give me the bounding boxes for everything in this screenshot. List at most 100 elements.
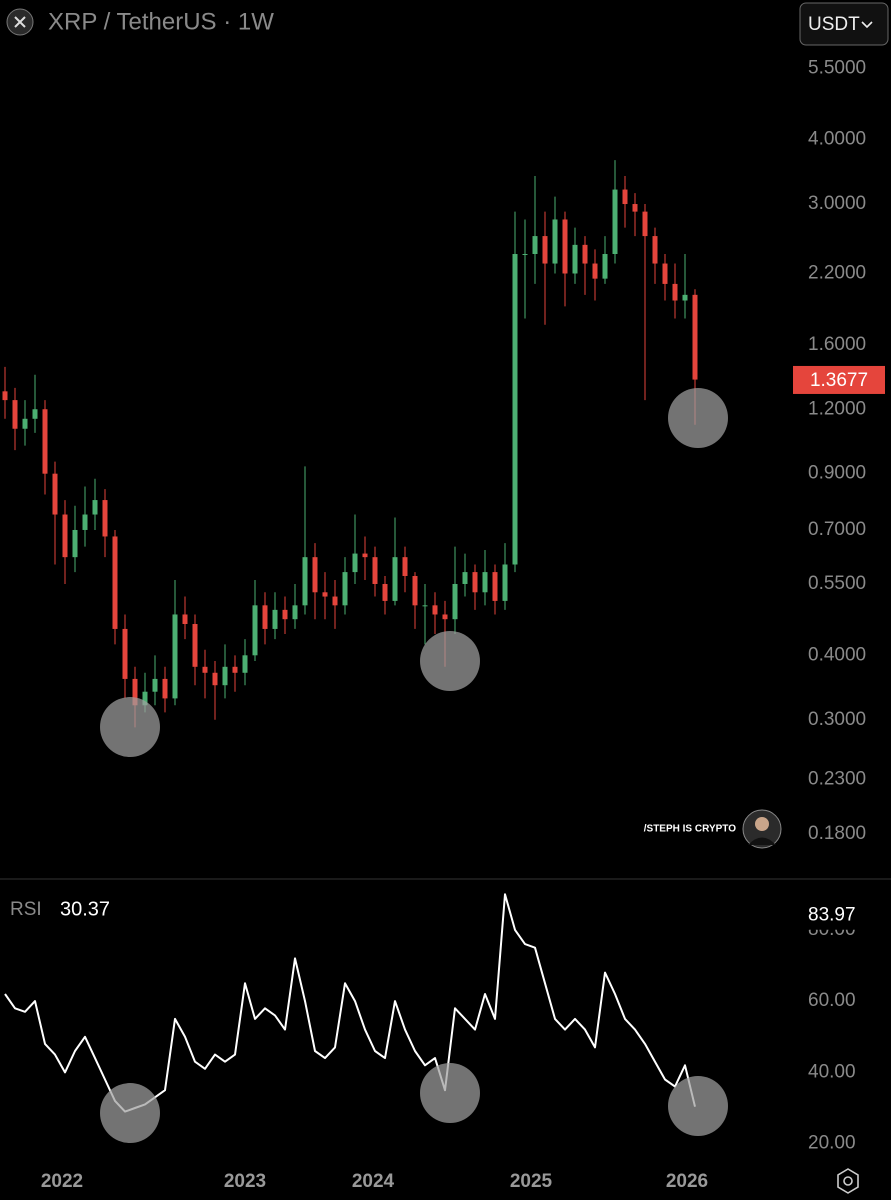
candle-body: [82, 514, 88, 530]
symbol-title: XRP / TetherUS · 1W: [48, 8, 274, 35]
y-tick-label: 0.4000: [808, 644, 866, 665]
candle-body: [352, 553, 358, 573]
x-tick-label: 2024: [352, 1171, 395, 1192]
candle-body: [12, 400, 18, 429]
candle-body: [562, 219, 568, 274]
candle-body: [552, 219, 558, 264]
avatar-face: [755, 817, 769, 831]
candle-body: [462, 572, 468, 584]
y-tick-label: 2.2000: [808, 263, 866, 284]
candle-body: [162, 678, 168, 699]
highlight-circle: [420, 1063, 480, 1123]
candle-body: [382, 583, 388, 601]
candle-body: [52, 473, 58, 515]
candle-body: [512, 254, 518, 565]
currency-button[interactable]: [799, 2, 889, 46]
y-tick-label: 1.2000: [808, 398, 866, 419]
candle-body: [422, 605, 428, 607]
candle-body: [642, 211, 648, 237]
candle-body: [332, 596, 338, 606]
candle-body: [112, 536, 118, 629]
y-tick-label: 40.00: [808, 1061, 856, 1082]
candle-body: [312, 557, 318, 593]
candle-body: [2, 391, 8, 401]
candle-body: [242, 655, 248, 673]
currency-label: USDT: [808, 14, 860, 35]
candle-body: [412, 575, 418, 606]
candle-body: [502, 564, 508, 601]
y-tick-label: 0.5500: [808, 573, 866, 594]
last-price-label: 1.3677: [810, 370, 868, 391]
x-tick-label: 2026: [666, 1171, 708, 1192]
candle-body: [362, 553, 368, 558]
candle-body: [392, 557, 398, 601]
y-tick-label: 0.9000: [808, 463, 866, 484]
candle-body: [682, 294, 688, 301]
highlight-tag: [797, 901, 891, 930]
candle-body: [102, 500, 108, 537]
highlight-circle: [420, 631, 480, 691]
settings-dot: [843, 1176, 853, 1186]
y-tick-label: 20.00: [808, 1133, 856, 1154]
candle-body: [372, 557, 378, 584]
candle-body: [442, 614, 448, 620]
candle-body: [262, 605, 268, 629]
candle-body: [662, 263, 668, 284]
highlight-label: 83.97: [808, 905, 856, 926]
candle-body: [232, 666, 238, 673]
watermark: /STEPH IS CRYPTO: [644, 824, 736, 835]
candle-body: [152, 678, 158, 692]
candle-body: [452, 583, 458, 620]
candle-body: [182, 614, 188, 625]
last-price-tag: [793, 365, 885, 394]
y-tick-label: 4.0000: [808, 129, 866, 150]
candle-body: [532, 236, 538, 255]
candle-body: [622, 189, 628, 205]
candle-body: [32, 409, 38, 419]
candle-body: [652, 236, 658, 264]
candle-body: [292, 605, 298, 620]
candle-body: [482, 572, 488, 593]
rsi-title: RSI: [10, 899, 42, 920]
candle-body: [522, 254, 528, 256]
y-tick-label: 0.1800: [808, 823, 866, 844]
candle-body: [432, 605, 438, 615]
candle-body: [172, 614, 178, 699]
candle-body: [692, 294, 698, 380]
candle-body: [132, 678, 138, 706]
rsi-value: 30.37: [60, 898, 110, 920]
candle-body: [402, 557, 408, 576]
candle-body: [62, 514, 68, 558]
candle-body: [612, 189, 618, 255]
highlight-circle: [100, 1083, 160, 1143]
candle-body: [582, 244, 588, 264]
candle-body: [252, 605, 258, 656]
highlight-circle: [100, 697, 160, 757]
settings-icon[interactable]: [837, 1168, 859, 1194]
candle-body: [632, 204, 638, 212]
candle-body: [602, 254, 608, 279]
candle-body: [492, 572, 498, 601]
candle-body: [302, 557, 308, 606]
candle-body: [192, 624, 198, 667]
candle-body: [72, 529, 78, 558]
y-tick-label: 0.3000: [808, 709, 866, 730]
candle-body: [572, 244, 578, 274]
candle-body: [222, 666, 228, 686]
y-tick-label: 0.2300: [808, 768, 866, 789]
avatar-body: [748, 837, 776, 845]
candle-body: [672, 283, 678, 301]
highlight-circle: [668, 1076, 728, 1136]
y-tick-label: 0.7000: [808, 519, 866, 540]
candle-body: [282, 609, 288, 620]
x-tick-label: 2025: [510, 1171, 553, 1192]
candle-body: [122, 628, 128, 679]
candle-body: [472, 572, 478, 593]
y-tick-label: 5.5000: [808, 57, 866, 78]
y-tick-label: 1.6000: [808, 334, 866, 355]
candle-body: [212, 672, 218, 686]
candle-body: [272, 609, 278, 629]
